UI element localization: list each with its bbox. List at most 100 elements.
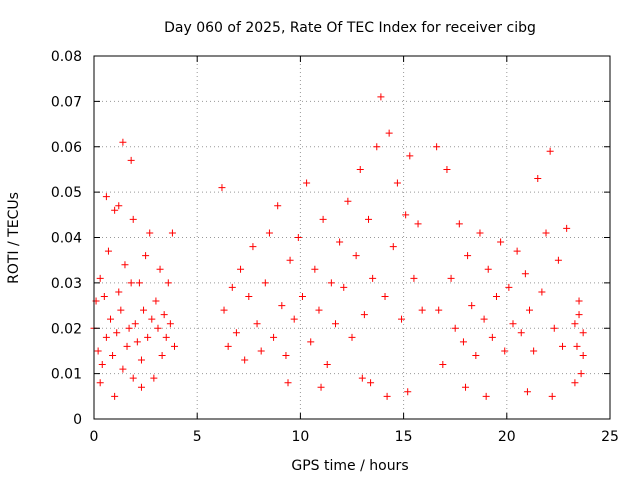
data-points [90,93,587,400]
data-point [164,279,172,287]
data-point [464,252,472,260]
data-point [459,338,467,346]
data-point [224,342,232,350]
data-point [152,297,160,305]
y-tick-label: 0.03 [51,276,82,292]
data-point [573,342,581,350]
data-point [311,265,319,273]
data-point [282,351,290,359]
data-point [137,383,145,391]
data-point [373,143,381,151]
data-point [484,265,492,273]
data-point [115,202,123,210]
data-point [137,356,145,364]
data-point [168,229,176,237]
data-point [365,215,373,223]
data-point [462,383,470,391]
data-point [521,270,529,278]
data-point [218,184,226,192]
data-point [393,179,401,187]
data-point [140,306,148,314]
data-point [482,392,490,400]
y-axis-label: ROTI / TECUs [6,192,22,284]
data-point [526,306,534,314]
data-point [98,361,106,369]
data-point [323,361,331,369]
data-point [102,333,110,341]
data-point [135,279,143,287]
data-point [307,338,315,346]
data-point [133,338,141,346]
grid-lines [94,56,610,419]
x-tick-label: 10 [291,429,309,445]
x-tick-label: 0 [90,429,99,445]
x-tick-labels: 0 5 10 15 20 25 [90,429,619,445]
data-point [523,388,531,396]
data-point [435,306,443,314]
data-point [100,292,108,300]
data-point [121,261,129,269]
data-point [129,374,137,382]
data-point [577,370,585,378]
data-point [497,238,505,246]
x-tick-label: 25 [601,429,619,445]
data-point [546,147,554,155]
data-point [406,152,414,160]
data-point [505,283,513,291]
y-tick-label: 0.02 [51,321,82,337]
data-point [383,392,391,400]
data-point [480,315,488,323]
x-axis-label: GPS time / hours [291,458,408,474]
y-tick-label: 0.08 [51,49,82,65]
data-point [119,365,127,373]
data-point [563,224,571,232]
data-point [476,229,484,237]
y-tick-label: 0.05 [51,185,82,201]
data-point [109,351,117,359]
data-point [501,347,509,355]
data-point [127,156,135,164]
data-point [131,320,139,328]
y-tick-labels: 0 0.01 0.02 0.03 0.04 0.05 0.06 0.07 0.08 [51,49,82,428]
data-point [410,274,418,282]
data-point [241,356,249,364]
data-point [534,175,542,183]
data-point [550,324,558,332]
x-tick-label: 15 [395,429,413,445]
data-point [579,351,587,359]
y-tick-label: 0.07 [51,94,82,110]
data-point [348,333,356,341]
data-point [389,243,397,251]
data-point [443,165,451,173]
data-point [303,179,311,187]
data-point [158,351,166,359]
data-point [336,238,344,246]
data-point [317,383,325,391]
data-point [102,193,110,201]
data-point [352,252,360,260]
data-point [340,283,348,291]
data-point [344,197,352,205]
data-point [492,292,500,300]
data-point [468,302,476,310]
data-point [232,329,240,337]
data-point [319,215,327,223]
data-point [294,234,302,241]
data-point [433,143,441,151]
data-point [94,347,102,355]
data-point [123,342,131,350]
data-point [245,292,253,300]
data-point [257,347,265,355]
data-point [381,292,389,300]
data-point [455,220,463,228]
data-point [290,315,298,323]
y-tick-label: 0.04 [51,231,82,247]
data-point [113,329,121,337]
data-point [367,379,375,387]
y-tick-label: 0.06 [51,140,82,156]
data-point [284,379,292,387]
data-point [237,265,245,273]
data-point [278,302,286,310]
data-point [542,229,550,237]
